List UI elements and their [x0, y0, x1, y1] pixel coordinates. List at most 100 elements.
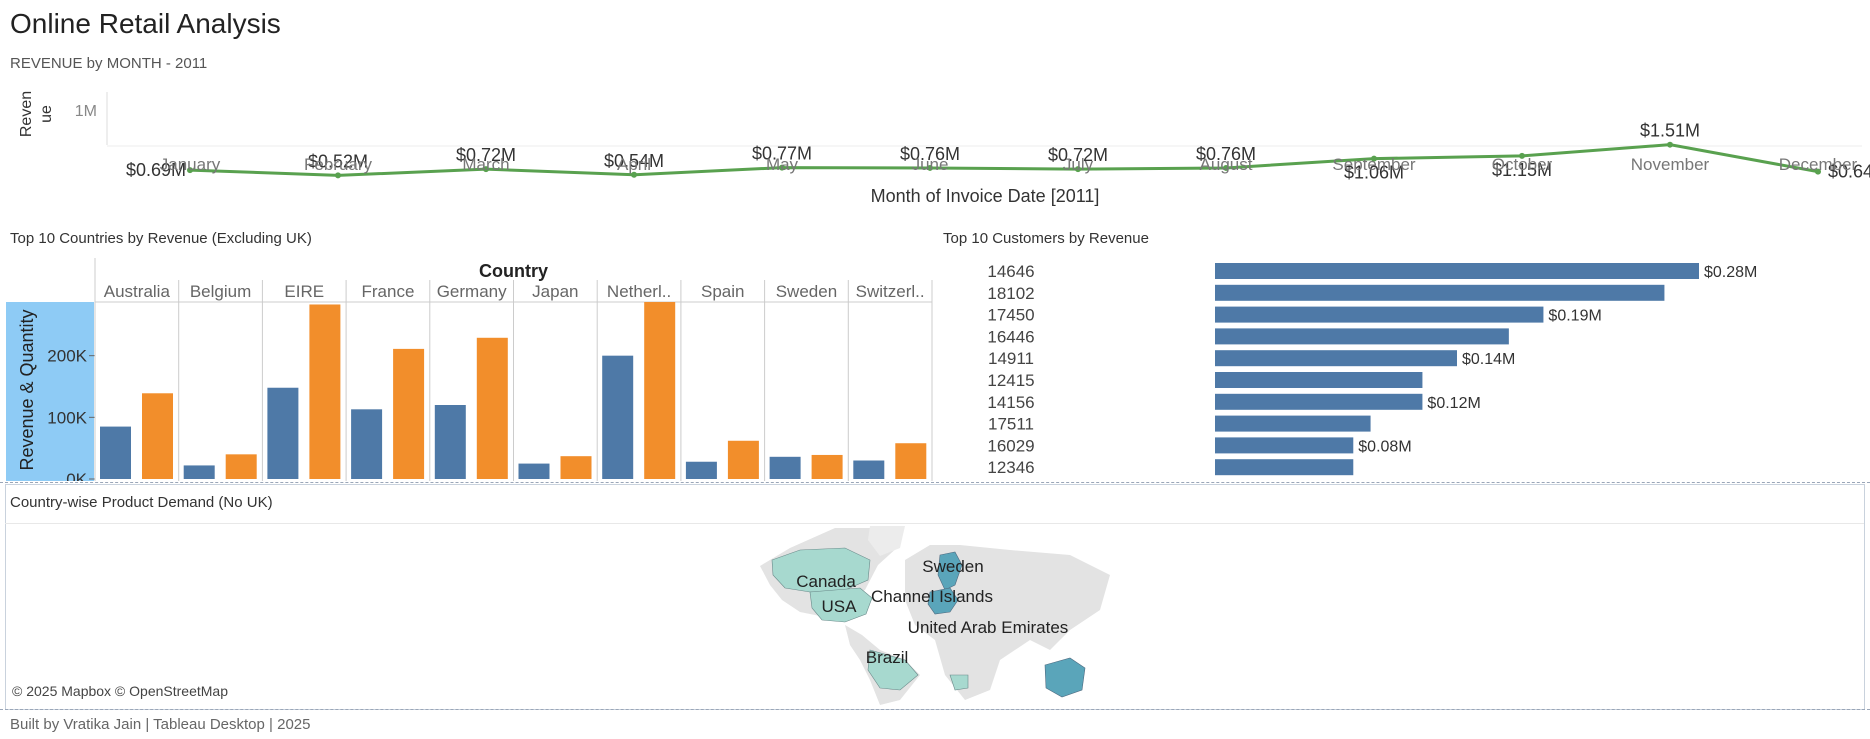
bar[interactable]: [727, 440, 759, 479]
line-data-label: $0.76M: [900, 144, 960, 164]
map-label: United Arab Emirates: [908, 618, 1069, 637]
customer-bar[interactable]: [1215, 306, 1544, 323]
y-tick-label: 100K: [47, 408, 87, 427]
line-data-label: $0.64M: [1828, 162, 1870, 182]
y-axis-area[interactable]: [6, 302, 94, 481]
bar-chart-title: Top 10 Countries by Revenue (Excluding U…: [10, 230, 312, 247]
category-label: Australia: [104, 282, 171, 301]
line-point[interactable]: [1371, 155, 1377, 162]
map-south-africa[interactable]: [949, 674, 969, 691]
line-point[interactable]: [779, 164, 785, 171]
bar[interactable]: [434, 405, 466, 479]
customer-bar[interactable]: [1215, 415, 1371, 432]
map-land-eurasia: [905, 545, 1110, 700]
customer-bar[interactable]: [1215, 328, 1509, 345]
page-title: Online Retail Analysis: [10, 8, 281, 39]
y-axis-title: ue: [38, 105, 55, 123]
map-canada[interactable]: [771, 547, 871, 593]
line-point[interactable]: [1667, 141, 1673, 148]
world-map[interactable]: Sweden Canada Channel Islands USA United…: [5, 524, 1863, 708]
customer-bar[interactable]: [1215, 284, 1665, 301]
divider: [0, 482, 1870, 483]
line-data-label: $0.77M: [752, 144, 812, 164]
customer-label: 16446: [987, 327, 1034, 346]
map-label: Sweden: [922, 557, 983, 576]
line-chart-title: REVENUE by MONTH - 2011: [10, 55, 208, 72]
line-data-label: $0.69M: [126, 160, 186, 180]
customer-bar[interactable]: [1215, 263, 1699, 279]
bar[interactable]: [853, 460, 885, 480]
bar[interactable]: [769, 456, 801, 479]
line-data-label: $0.72M: [1048, 145, 1108, 165]
x-tick-label: January: [160, 155, 221, 174]
bar[interactable]: [183, 465, 215, 479]
customer-label: 16029: [987, 436, 1034, 455]
category-label: Netherl..: [607, 282, 671, 301]
x-axis-title: Month of Invoice Date [2011]: [871, 186, 1100, 206]
bar[interactable]: [895, 443, 927, 479]
customer-chart-title: Top 10 Customers by Revenue: [943, 230, 1149, 247]
line-point[interactable]: [631, 171, 637, 178]
customer-bar[interactable]: [1215, 459, 1354, 476]
bar[interactable]: [560, 456, 592, 479]
bar[interactable]: [602, 355, 634, 479]
footer-credit: Built by Vratika Jain | Tableau Desktop …: [10, 716, 311, 733]
divider: [5, 523, 1864, 524]
customer-label: 12415: [987, 371, 1034, 390]
bar[interactable]: [142, 393, 173, 479]
map-land-greenland: [868, 526, 905, 556]
bar[interactable]: [351, 409, 383, 479]
bar[interactable]: [811, 454, 843, 479]
x-tick-label: August: [1200, 155, 1253, 174]
map-credit: © 2025 Mapbox © OpenStreetMap: [12, 683, 228, 699]
line-point[interactable]: [187, 167, 193, 174]
map-western-europe[interactable]: [927, 587, 959, 615]
customer-data-label: $0.08M: [1358, 438, 1411, 455]
country-bar-chart: Revenue & Quantity 0K 100K 200K Country Austr…: [6, 258, 933, 481]
bar[interactable]: [476, 337, 508, 479]
bar[interactable]: [100, 426, 131, 479]
map-label: Canada: [796, 572, 856, 591]
line-point[interactable]: [1519, 152, 1525, 159]
bar[interactable]: [393, 348, 425, 479]
line-data-label: $1.51M: [1640, 121, 1700, 141]
bar[interactable]: [267, 387, 299, 479]
map-title: Country-wise Product Demand (No UK): [10, 494, 273, 511]
customer-data-label: $0.19M: [1548, 308, 1601, 325]
divider: [0, 709, 1870, 710]
x-tick-label: April: [617, 155, 651, 174]
line-data-label: $1.15M: [1492, 160, 1552, 180]
bar[interactable]: [518, 463, 550, 479]
customer-bar[interactable]: [1215, 350, 1457, 367]
line-point[interactable]: [1075, 166, 1081, 173]
customer-label: 18102: [987, 284, 1034, 303]
map-brazil[interactable]: [867, 649, 919, 691]
customer-bar[interactable]: [1215, 393, 1423, 410]
map-australia[interactable]: [1044, 657, 1086, 698]
category-label: Spain: [701, 282, 744, 301]
line-data-label: $1.06M: [1344, 163, 1404, 183]
customer-label: 17450: [987, 306, 1034, 325]
customer-bar[interactable]: [1215, 437, 1354, 454]
x-tick-label: October: [1492, 155, 1553, 174]
bar[interactable]: [309, 304, 341, 479]
line-point[interactable]: [335, 172, 341, 179]
map-sweden[interactable]: [937, 551, 963, 591]
line-data-label: $0.54M: [604, 151, 664, 171]
customer-label: 17511: [988, 415, 1034, 434]
line-point[interactable]: [483, 166, 489, 173]
line-point[interactable]: [927, 164, 933, 171]
line-data-label: $0.76M: [1196, 144, 1256, 164]
map-label: Channel Islands: [871, 587, 993, 606]
customer-bar[interactable]: [1215, 372, 1423, 388]
bar[interactable]: [225, 454, 257, 479]
category-label: Switzerl..: [856, 282, 925, 301]
line-point[interactable]: [1815, 168, 1821, 175]
x-tick-label: July: [1063, 155, 1094, 174]
line-point[interactable]: [1223, 164, 1229, 171]
bar[interactable]: [644, 302, 676, 479]
map-usa[interactable]: [809, 587, 873, 623]
bar[interactable]: [685, 461, 717, 479]
line-data-label: $0.72M: [456, 145, 516, 165]
